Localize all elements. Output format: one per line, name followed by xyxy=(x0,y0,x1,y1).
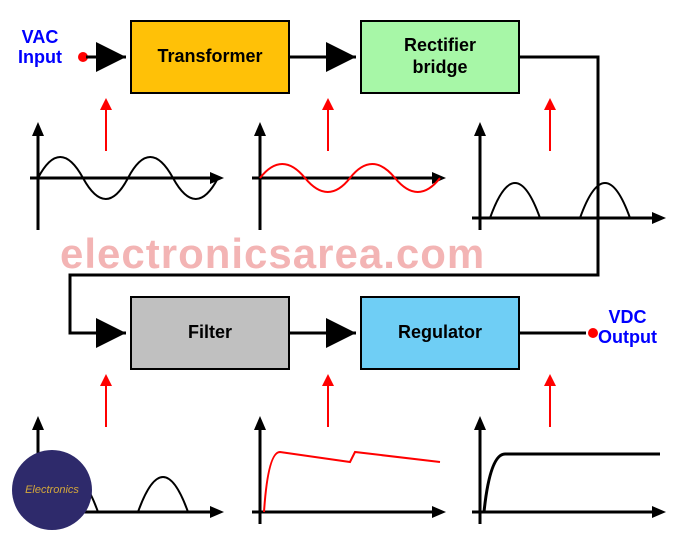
wave-filtered-ripple xyxy=(240,412,450,532)
brand-logo-text: Electronics xyxy=(25,484,79,496)
watermark-text: electronicsarea.com xyxy=(60,230,485,278)
wave-rectified xyxy=(460,118,670,238)
wave-regulated-dc xyxy=(460,412,670,532)
brand-logo: Electronics xyxy=(12,450,92,530)
watermark-content: electronicsarea.com xyxy=(60,230,485,277)
wave-input-ac xyxy=(18,118,228,238)
wave-transformed-ac xyxy=(240,118,450,238)
